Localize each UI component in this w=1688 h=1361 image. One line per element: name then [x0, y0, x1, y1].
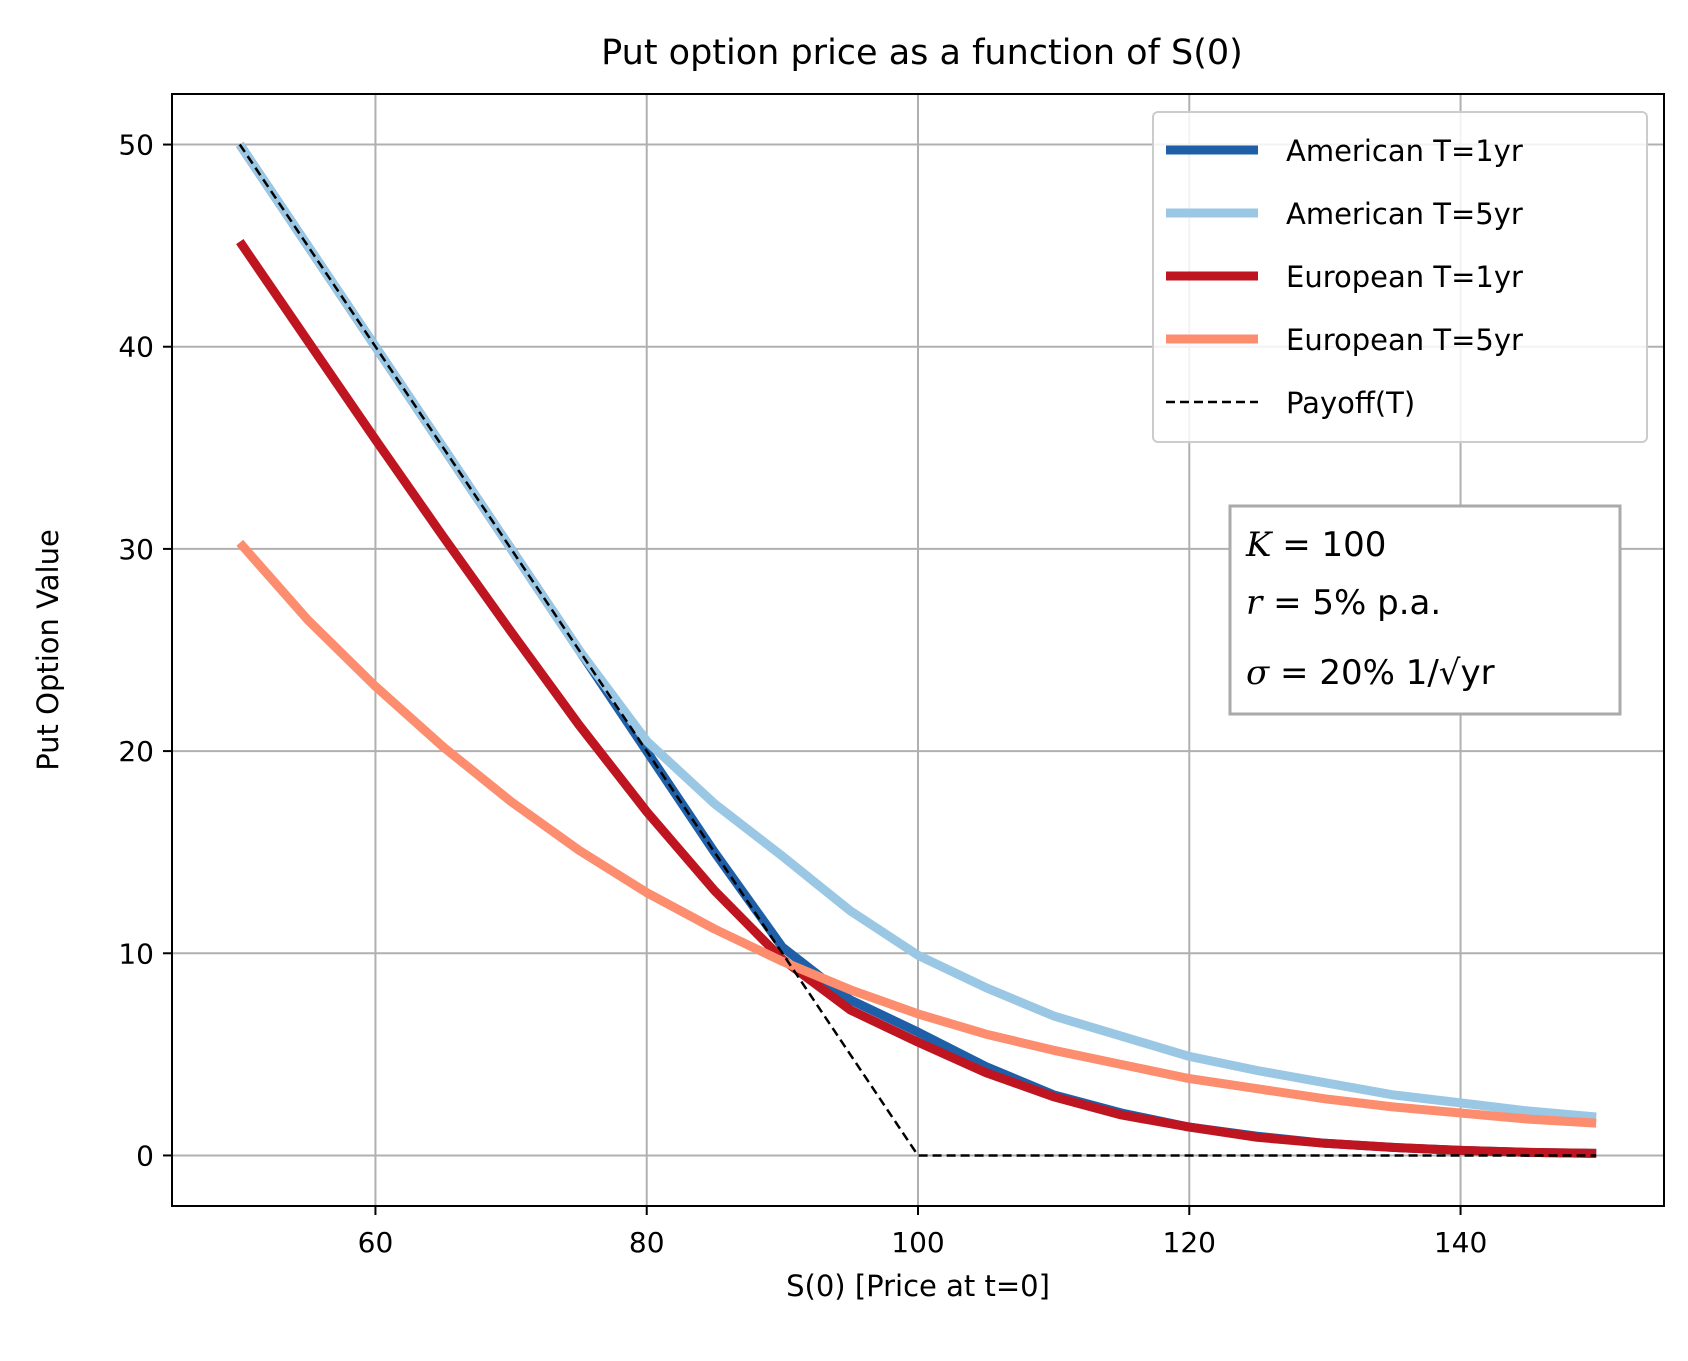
x-tick-label: 120 — [1163, 1226, 1216, 1259]
param-strike: K = 100 — [1245, 525, 1386, 565]
x-tick-label: 60 — [358, 1226, 394, 1259]
y-tick-label: 40 — [118, 331, 154, 364]
y-tick-label: 10 — [118, 937, 154, 970]
y-tick-label: 30 — [118, 533, 154, 566]
series-line-payoff-t — [238, 143, 1597, 1157]
series-line-european-t-5yr — [236, 539, 1597, 1128]
param-volatility: σ = 20% 1/√yr — [1246, 653, 1495, 693]
y-axis-ticks: 0 10 20 30 40 50 — [118, 129, 172, 1172]
legend: American T=1yr American T=5yr European T=1… — [1152, 111, 1648, 443]
parameter-frame — [1228, 504, 1622, 716]
series-line-european-t-1yr — [236, 239, 1597, 1158]
param-rate-symbol: r — [1246, 583, 1264, 623]
param-strike-symbol: K — [1245, 525, 1274, 565]
series-lines — [236, 141, 1597, 1158]
y-tick-label: 0 — [136, 1139, 154, 1172]
legend-items: American T=1yr American T=5yr European T=1… — [1166, 134, 1523, 420]
x-tick-label: 100 — [891, 1226, 944, 1259]
param-rate-value: = 5% p.a. — [1262, 583, 1441, 623]
y-tick-label: 50 — [118, 129, 154, 162]
legend-label: European T=5yr — [1286, 323, 1523, 357]
x-tick-label: 140 — [1434, 1226, 1487, 1259]
param-volatility-symbol: σ — [1246, 653, 1270, 693]
legend-label: American T=1yr — [1286, 134, 1523, 168]
param-rate: r = 5% p.a. — [1246, 583, 1441, 623]
y-axis-label: Put Option Value — [31, 529, 65, 771]
x-tick-label: 80 — [629, 1226, 665, 1259]
param-strike-value: = 100 — [1271, 525, 1386, 565]
y-tick-label: 20 — [118, 735, 154, 768]
chart-title: Put option price as a function of S(0) — [601, 33, 1243, 73]
legend-label: Payoff(T) — [1286, 386, 1415, 420]
x-axis-ticks: 60 80 100 120 140 — [358, 1206, 1487, 1259]
param-volatility-value: = 20% 1/√yr — [1269, 653, 1494, 693]
parameter-box: K = 100 r = 5% p.a. σ = 20% 1/√yr — [1228, 504, 1622, 716]
legend-label: European T=1yr — [1286, 260, 1523, 294]
series-line-american-t-5yr — [236, 141, 1597, 1122]
legend-frame — [1152, 111, 1648, 443]
x-axis-label: S(0) [Price at t=0] — [786, 1269, 1050, 1303]
legend-label: American T=5yr — [1286, 197, 1523, 231]
